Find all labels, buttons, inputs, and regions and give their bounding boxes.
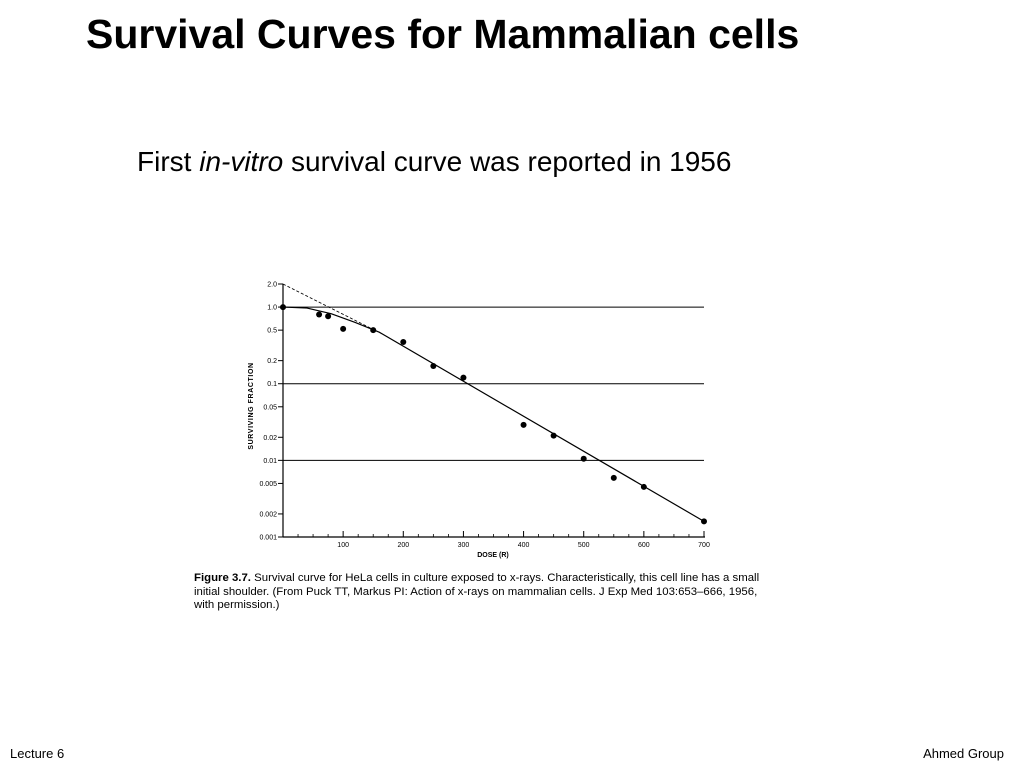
subtitle-text-end: survival curve was reported in 1956 — [283, 146, 732, 177]
data-point — [460, 374, 467, 381]
y-tick-label: 0.01 — [263, 458, 277, 465]
data-point — [325, 313, 332, 320]
y-tick-label: 0.1 — [267, 381, 277, 388]
data-point — [280, 304, 286, 311]
y-axis-ticks: 2.0 1.0 0.5 0.2 0.1 0.05 0.02 0.01 0.005 0.002 0.0… — [259, 282, 283, 542]
subtitle-italic-term: in-vitro — [199, 146, 284, 177]
x-tick-label: 700 — [698, 542, 710, 549]
y-tick-label: 2.0 — [267, 282, 277, 289]
caption-text: Survival curve for HeLa cells in culture… — [194, 572, 760, 611]
data-point — [520, 421, 527, 428]
slide-subtitle: First in-vitro survival curve was report… — [137, 144, 731, 180]
subtitle-text-start: First — [137, 146, 200, 177]
x-tick-label: 200 — [397, 542, 409, 549]
figure-caption: Figure 3.7. Survival curve for HeLa cell… — [194, 572, 766, 613]
footer-lecture: Lecture 6 — [10, 746, 65, 761]
y-axis-label: SURVIVING FRACTION — [248, 362, 255, 449]
fit-curve-line — [282, 306, 705, 522]
data-point — [316, 311, 323, 318]
x-tick-label: 400 — [518, 542, 530, 549]
data-point — [400, 339, 407, 346]
y-tick-label: 1.0 — [267, 305, 277, 312]
reference-lines — [283, 306, 704, 461]
y-tick-label: 0.02 — [263, 435, 277, 442]
data-point — [580, 455, 587, 462]
data-point — [640, 483, 647, 490]
extrapolation-line — [282, 283, 374, 330]
y-tick-label: 0.002 — [259, 511, 277, 518]
x-axis-ticks: 100 200 300 400 500 600 700 — [297, 531, 710, 549]
slide-title: Survival Curves for Mammalian cells — [86, 11, 800, 57]
data-points — [280, 304, 707, 525]
caption-label: Figure 3.7. — [194, 572, 251, 584]
data-point — [550, 432, 557, 439]
x-tick-label: 300 — [458, 542, 470, 549]
y-tick-label: 0.001 — [259, 535, 277, 542]
extrapolation-dashed-line — [282, 283, 374, 330]
footer-group: Ahmed Group — [923, 746, 1004, 761]
x-tick-label: 600 — [638, 542, 650, 549]
fit-curve — [282, 306, 705, 522]
x-axis-label: DOSE (R) — [477, 552, 509, 559]
y-tick-label: 0.05 — [263, 404, 277, 411]
data-point — [370, 327, 377, 334]
data-point — [430, 363, 437, 370]
data-point — [340, 325, 347, 332]
x-tick-label: 100 — [337, 542, 349, 549]
y-tick-label: 0.005 — [259, 481, 277, 488]
data-point — [701, 518, 707, 525]
chart-axes — [282, 284, 705, 538]
y-tick-label: 0.2 — [267, 358, 277, 365]
data-point — [610, 474, 617, 481]
y-tick-label: 0.5 — [267, 328, 277, 335]
x-tick-label: 500 — [578, 542, 590, 549]
